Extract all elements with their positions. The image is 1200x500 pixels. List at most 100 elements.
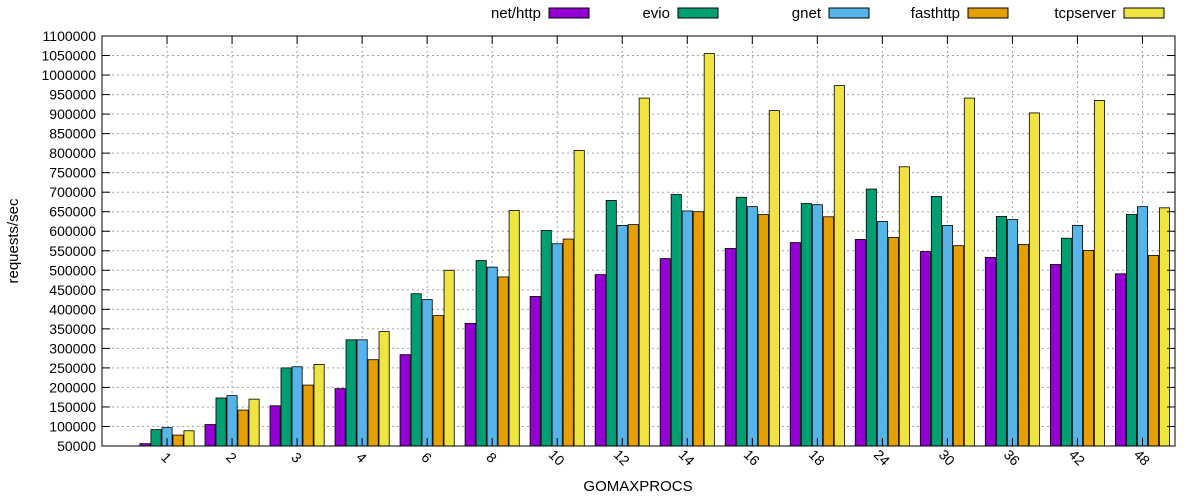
- bar-evio: [995, 215, 1007, 447]
- y-tick-label: 200000: [49, 379, 96, 395]
- bar-net-http: [659, 258, 671, 447]
- bar-tcpserver: [443, 269, 455, 447]
- x-axis-title: GOMAXPROCS: [583, 478, 692, 495]
- bar-gnet: [356, 339, 368, 447]
- bar-tcpserver: [248, 398, 260, 447]
- bar-evio: [670, 194, 682, 447]
- y-tick-label: 950000: [49, 87, 96, 103]
- y-tick-label: 400000: [49, 301, 96, 317]
- y-tick-label: 650000: [49, 204, 96, 220]
- bar-gnet: [681, 210, 693, 447]
- bar-evio: [475, 260, 487, 447]
- x-tick-label: 6: [418, 449, 435, 466]
- y-tick-label: 550000: [49, 243, 96, 259]
- bar-gnet: [486, 266, 498, 447]
- legend: net/http evio gnet fasthttp tcpserver: [491, 5, 1165, 22]
- y-tick-label: 250000: [49, 360, 96, 376]
- x-tick-label: 16: [741, 446, 763, 468]
- bar-tcpserver: [573, 150, 585, 447]
- bar-fasthttp: [497, 276, 509, 447]
- y-tick-label: 500000: [49, 262, 96, 278]
- bar-net-http: [399, 354, 411, 447]
- bar-fasthttp: [237, 409, 249, 447]
- bar-gnet: [421, 299, 433, 447]
- bar-evio: [280, 367, 292, 447]
- bar-tcpserver: [703, 53, 715, 447]
- bar-tcpserver: [833, 85, 845, 447]
- x-tick-label: 14: [676, 446, 698, 468]
- x-tick-label: 42: [1066, 446, 1088, 468]
- bar-net-http: [984, 256, 996, 447]
- x-tick-label: 2: [223, 449, 240, 466]
- x-tick-label: 1: [158, 449, 175, 466]
- bar-gnet: [811, 204, 823, 447]
- x-tick-label: 8: [483, 449, 500, 466]
- y-axis-title: requests/sec: [5, 198, 22, 284]
- y-tick-label: 1100000: [43, 28, 97, 44]
- legend-label: gnet: [792, 5, 822, 22]
- bar-tcpserver: [1028, 112, 1040, 447]
- x-tick-label: 48: [1131, 446, 1153, 468]
- bar-tcpserver: [638, 97, 650, 447]
- bar-tcpserver: [313, 363, 325, 447]
- bar-net-http: [1049, 264, 1061, 447]
- x-tick-label: 12: [611, 446, 633, 468]
- x-tick-label: 10: [546, 446, 568, 468]
- bar-fasthttp: [367, 359, 379, 447]
- legend-swatch: [1123, 7, 1165, 19]
- y-tick-label: 700000: [49, 184, 96, 200]
- bar-tcpserver: [378, 331, 390, 447]
- x-tick-label: 3: [288, 449, 305, 466]
- y-tick-label: 1000000: [41, 67, 96, 83]
- bar-gnet: [941, 224, 953, 447]
- bar-fasthttp: [302, 384, 314, 447]
- bar-gnet: [876, 221, 888, 447]
- y-tick-label: 350000: [49, 321, 96, 337]
- y-tick-label: 450000: [49, 282, 96, 298]
- x-tick-label: 4: [353, 449, 370, 466]
- bar-tcpserver: [898, 166, 910, 447]
- x-tick-label: 30: [936, 446, 958, 468]
- y-tick-label: 1050000: [41, 48, 96, 64]
- x-tick-label: 36: [1001, 446, 1023, 468]
- legend-label: fasthttp: [911, 5, 960, 22]
- bar-evio: [605, 199, 617, 447]
- y-tick-label: 100000: [49, 418, 96, 434]
- bar-tcpserver: [768, 110, 780, 447]
- bar-net-http: [464, 322, 476, 447]
- bar-fasthttp: [172, 434, 184, 447]
- bar-evio: [410, 293, 422, 447]
- bar-tcpserver: [183, 430, 195, 447]
- bar-tcpserver: [1158, 207, 1170, 447]
- bar-fasthttp: [822, 216, 834, 447]
- y-tick-label: 150000: [49, 399, 96, 415]
- bar-net-http: [854, 239, 866, 447]
- legend-swatch: [967, 7, 1009, 19]
- bars: [139, 53, 1170, 447]
- bar-evio: [540, 230, 552, 447]
- bar-evio: [150, 429, 162, 447]
- y-tick-label: 600000: [49, 223, 96, 239]
- bar-evio: [800, 203, 812, 447]
- bar-evio: [345, 339, 357, 447]
- bar-gnet: [291, 366, 303, 447]
- y-tick-label: 50000: [57, 438, 96, 454]
- bar-tcpserver: [508, 210, 520, 447]
- bar-net-http: [529, 296, 541, 447]
- bar-gnet: [551, 243, 563, 447]
- plot-frame: [101, 35, 1176, 447]
- legend-label: net/http: [491, 5, 541, 22]
- x-tick-label: 18: [806, 446, 828, 468]
- bar-net-http: [724, 248, 736, 447]
- bar-gnet: [1071, 224, 1083, 447]
- legend-swatch: [677, 7, 719, 19]
- bar-fasthttp: [562, 238, 574, 447]
- bar-net-http: [204, 424, 216, 447]
- bar-gnet: [1006, 219, 1018, 447]
- y-axis-ticks: 50000 100000 150000 200000 250000 300000 35000…: [41, 28, 1175, 454]
- y-tick-label: 900000: [49, 106, 96, 122]
- y-tick-label: 750000: [49, 165, 96, 181]
- bar-net-http: [1114, 273, 1126, 447]
- legend-label: tcpserver: [1054, 5, 1116, 22]
